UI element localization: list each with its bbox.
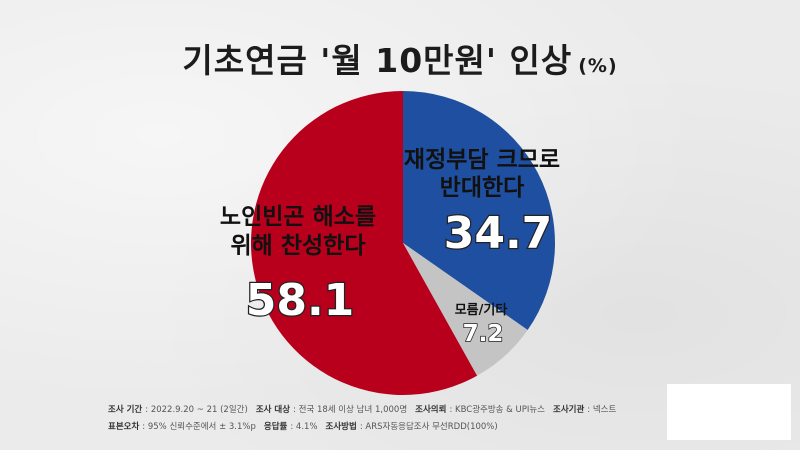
slice-value-1: 7.2 bbox=[463, 321, 504, 347]
footer-item-key: 조사방법 bbox=[325, 422, 357, 432]
footer-item: 조사방법: ARS자동응답조사 무선RDD(100%) bbox=[326, 422, 498, 432]
footer-item-value: : 95% 신뢰수준에서 ± 3.1%p bbox=[142, 422, 256, 432]
footer-item-value: : ARS자동응답조사 무선RDD(100%) bbox=[359, 422, 498, 432]
footer-row-1: 조사 기간: 2022.9.20 ~ 21 (2일간) 조사 대상: 전국 18세… bbox=[108, 402, 668, 419]
footer-item: 조사기관: 넥스트 bbox=[553, 405, 616, 415]
slice-label-2-line-0: 노인빈곤 해소를 bbox=[220, 204, 376, 230]
footer-item-key: 응답률 bbox=[263, 422, 288, 432]
footer-item: 조사 기간: 2022.9.20 ~ 21 (2일간) bbox=[108, 405, 248, 415]
pie-slice-0 bbox=[403, 91, 555, 331]
chart-title-text: 기초연금 '월 10만원' 인상 bbox=[182, 41, 573, 80]
footer-item-value: : KBC광주방송 & UPI뉴스 bbox=[449, 405, 546, 415]
footer-item-key: 조사 기간 bbox=[108, 405, 143, 415]
footer-item-value: : 전국 18세 이상 남녀 1,000명 bbox=[293, 405, 408, 415]
slice-label-0-line-0: 재정부담 크므로 bbox=[404, 147, 560, 173]
chart-title-unit: (%) bbox=[578, 55, 618, 77]
footer-item-key: 조사기관 bbox=[553, 405, 585, 415]
overlay-box bbox=[667, 384, 791, 440]
footer-item-value: : 4.1% bbox=[290, 422, 318, 432]
slice-label-1-line-0: 모름/기타 bbox=[455, 302, 508, 318]
footer-item-value: : 넥스트 bbox=[587, 405, 617, 415]
footer-item-key: 표본오차 bbox=[108, 422, 140, 432]
slice-label-2-line-1: 위해 찬성한다 bbox=[231, 233, 366, 259]
chart-title: 기초연금 '월 10만원' 인상 (%) bbox=[0, 34, 800, 82]
footer-row-2: 표본오차: 95% 신뢰수준에서 ± 3.1%p 응답률: 4.1% 조사방법: A… bbox=[108, 419, 668, 436]
pie-slice-1 bbox=[403, 243, 528, 376]
footer-item: 응답률: 4.1% bbox=[264, 422, 318, 432]
footer-item: 조사의뢰: KBC광주방송 & UPI뉴스 bbox=[415, 405, 545, 415]
footer-item: 조사 대상: 전국 18세 이상 남녀 1,000명 bbox=[256, 405, 407, 415]
slice-value-2: 58.1 bbox=[246, 275, 355, 326]
footer-item-key: 조사의뢰 bbox=[415, 405, 447, 415]
survey-footer: 조사 기간: 2022.9.20 ~ 21 (2일간) 조사 대상: 전국 18세… bbox=[108, 402, 668, 436]
slice-label-0-line-1: 반대한다 bbox=[440, 175, 525, 201]
footer-item-value: : 2022.9.20 ~ 21 (2일간) bbox=[145, 405, 248, 415]
footer-item: 표본오차: 95% 신뢰수준에서 ± 3.1%p bbox=[108, 422, 256, 432]
footer-item-key: 조사 대상 bbox=[255, 405, 291, 415]
pie-slice-2 bbox=[250, 91, 478, 396]
slice-value-0: 34.7 bbox=[444, 208, 553, 259]
